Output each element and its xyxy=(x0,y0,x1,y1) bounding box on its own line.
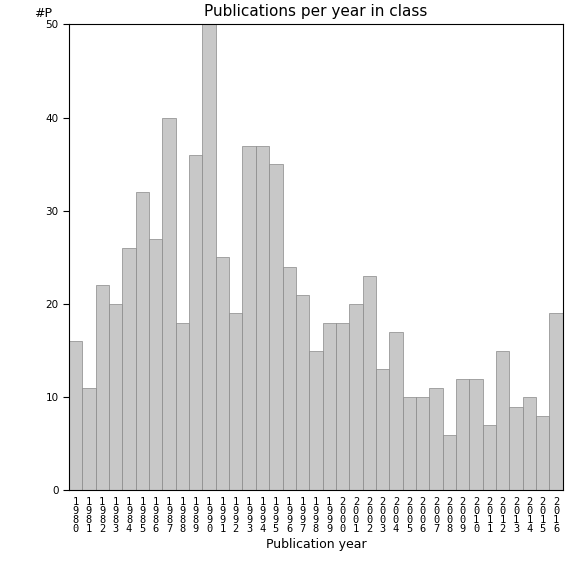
Bar xyxy=(509,407,523,490)
Bar xyxy=(536,416,549,490)
Bar xyxy=(443,434,456,490)
Bar xyxy=(349,304,363,490)
Bar xyxy=(483,425,496,490)
Bar xyxy=(376,369,390,490)
Bar xyxy=(256,146,269,490)
Bar xyxy=(243,146,256,490)
Bar xyxy=(469,379,483,490)
Text: #P: #P xyxy=(35,7,52,20)
Bar xyxy=(363,276,376,490)
Bar xyxy=(69,341,82,490)
Bar xyxy=(162,118,176,490)
Bar xyxy=(202,24,216,490)
Bar xyxy=(296,295,309,490)
Bar xyxy=(309,350,323,490)
Bar xyxy=(403,397,416,490)
Bar xyxy=(523,397,536,490)
Bar xyxy=(429,388,443,490)
Bar xyxy=(390,332,403,490)
Bar xyxy=(456,379,469,490)
Bar xyxy=(229,314,243,490)
X-axis label: Publication year: Publication year xyxy=(265,539,366,552)
Bar xyxy=(549,314,563,490)
Bar xyxy=(269,164,282,490)
Bar xyxy=(149,239,162,490)
Bar xyxy=(496,350,509,490)
Bar xyxy=(122,248,136,490)
Title: Publications per year in class: Publications per year in class xyxy=(204,4,428,19)
Bar xyxy=(136,192,149,490)
Bar xyxy=(336,323,349,490)
Bar xyxy=(96,285,109,490)
Bar xyxy=(216,257,229,490)
Bar xyxy=(109,304,122,490)
Bar xyxy=(323,323,336,490)
Bar xyxy=(82,388,96,490)
Bar xyxy=(176,323,189,490)
Bar xyxy=(416,397,429,490)
Bar xyxy=(282,267,296,490)
Bar xyxy=(189,155,202,490)
